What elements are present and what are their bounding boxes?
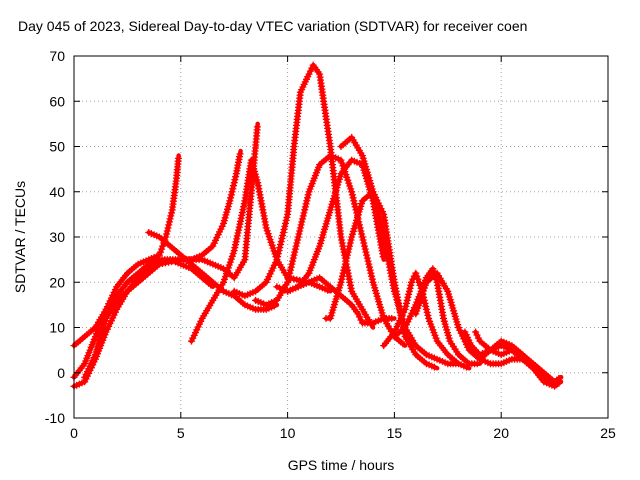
y-tick-label: 20: [49, 274, 65, 290]
x-tick-label: 5: [177, 425, 185, 441]
x-tick-label: 25: [600, 425, 616, 441]
x-tick-label: 20: [493, 425, 509, 441]
y-tick-label: 0: [57, 365, 65, 381]
series-markers: [145, 229, 278, 313]
x-tick-label: 15: [387, 425, 403, 441]
y-tick-label: 10: [49, 320, 65, 336]
series-arc-8: [252, 152, 408, 348]
y-tick-label: 50: [49, 139, 65, 155]
series-arc-12: [337, 133, 461, 368]
series-arc-2: [70, 153, 182, 381]
x-axis-label: GPS time / hours: [287, 457, 395, 473]
axis-ticks: 0 5 10 15 20 25 -10 0 10 20 30 40 50 60 70: [45, 48, 616, 441]
series-markers: [476, 337, 563, 386]
y-tick-label: 40: [49, 184, 65, 200]
y-tick-label: 60: [49, 93, 65, 109]
x-tick-label: 10: [280, 425, 296, 441]
series-markers: [252, 152, 407, 348]
y-tick-label: -10: [45, 410, 65, 426]
grid-lines: [74, 56, 608, 418]
y-axis-label: SDTVAR / TECUs: [12, 180, 28, 294]
data-series: [70, 61, 564, 390]
series-arc-7: [230, 61, 376, 330]
series-markers: [337, 133, 460, 368]
series-arc-5: [145, 229, 280, 313]
series-markers: [70, 154, 182, 381]
y-tick-label: 70: [49, 48, 65, 64]
series-arc-18: [476, 337, 564, 386]
chart-title: Day 045 of 2023, Sidereal Day-to-day VTE…: [18, 18, 528, 34]
y-tick-label: 30: [49, 229, 65, 245]
x-tick-label: 0: [70, 425, 78, 441]
series-markers: [380, 269, 470, 371]
